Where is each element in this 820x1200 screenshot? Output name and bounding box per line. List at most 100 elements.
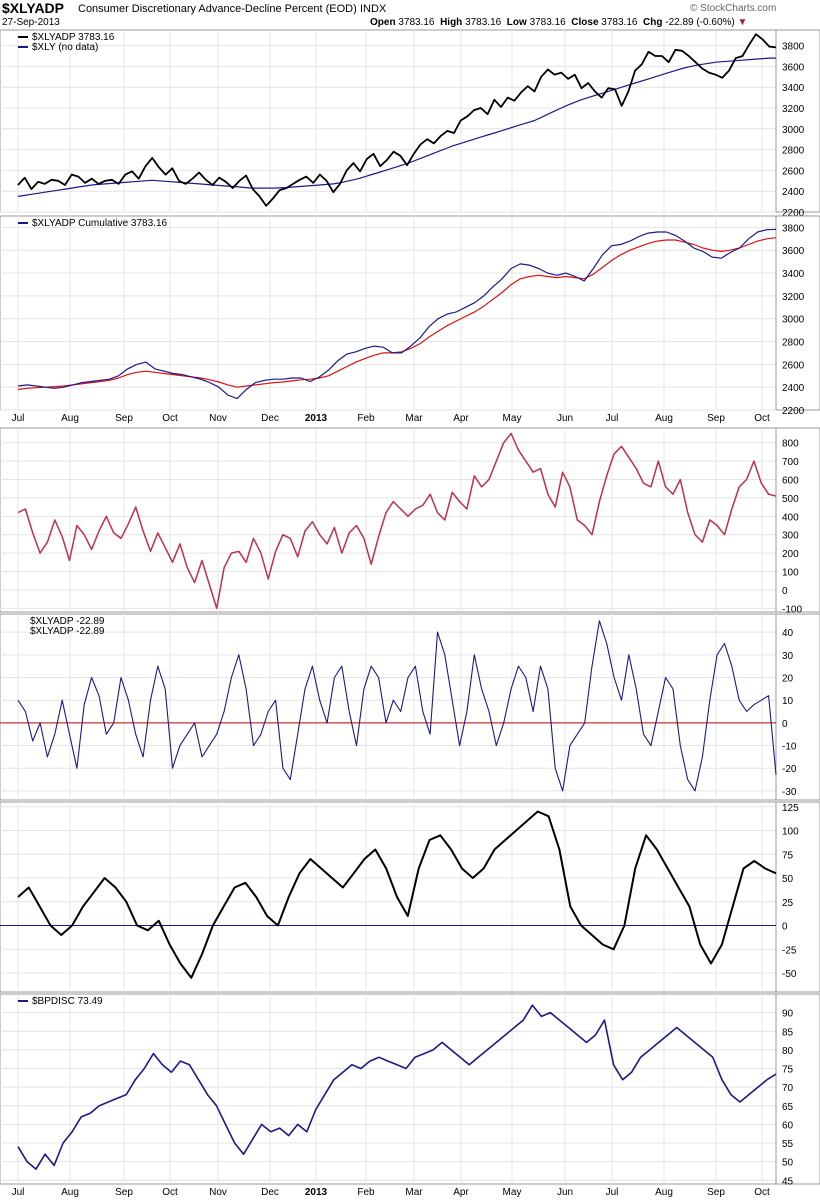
oscillator-panel-ytick: -10 xyxy=(782,742,797,753)
breadth-panel-frame xyxy=(0,993,820,1185)
brand-watermark: © StockCharts.com xyxy=(690,3,777,14)
cumulative-panel-ytick: 2200 xyxy=(782,406,805,417)
cumulative-panel-legend-label: $XLYADP Cumulative 3783.16 xyxy=(32,218,168,229)
breadth-panel-xlabel: Jun xyxy=(557,1187,573,1198)
roc-panel-ytick: 0 xyxy=(782,586,788,597)
oscillator-panel-ytick: -30 xyxy=(782,787,797,798)
chart-date: 27-Sep-2013 xyxy=(2,17,60,28)
roc-panel-ytick: 100 xyxy=(782,568,799,579)
cumulative-panel-ytick: 2600 xyxy=(782,360,805,371)
roc-line xyxy=(17,432,777,610)
breadth-panel-xlabel: Aug xyxy=(61,1187,79,1198)
cumulative-panel-ytick: 3400 xyxy=(782,269,805,280)
price-ma-line xyxy=(17,57,776,197)
cumulative-line xyxy=(17,228,777,400)
cumulative-panel-xlabel: Aug xyxy=(655,413,673,424)
macd-panel-ytick: -25 xyxy=(782,945,797,956)
breadth-panel-ytick: 75 xyxy=(782,1065,794,1076)
cumulative-panel-xlabel: Oct xyxy=(162,413,178,424)
cumulative-panel-ytick: 2800 xyxy=(782,338,805,349)
breadth-panel-ytick: 90 xyxy=(782,1009,794,1020)
price-panel-ytick: 2400 xyxy=(782,187,805,198)
breadth-panel-ytick: 85 xyxy=(782,1027,794,1038)
price-panel-frame xyxy=(0,29,820,213)
breadth-panel-ytick: 60 xyxy=(782,1120,794,1131)
cumulative-panel-xlabel: Oct xyxy=(754,413,770,424)
breadth-panel-xlabel: May xyxy=(503,1187,522,1198)
macd-panel-ytick: -50 xyxy=(782,969,797,980)
price-panel-ytick: 2200 xyxy=(782,208,805,219)
chg-label: Chg xyxy=(643,17,663,28)
high-value: 3783.16 xyxy=(465,17,502,28)
roc-panel-ytick: 500 xyxy=(782,494,799,505)
macd-panel-ytick: 50 xyxy=(782,874,794,885)
breadth-panel-legend-label: $BPDISC 73.49 xyxy=(32,996,103,1007)
macd-panel-ytick: 0 xyxy=(782,922,788,933)
symbol-title: $XLYADP xyxy=(2,0,65,16)
breadth-panel-xlabel: Apr xyxy=(453,1187,469,1198)
cumulative-panel-xlabel: Feb xyxy=(357,413,375,424)
down-arrow-icon: ▼ xyxy=(737,17,748,28)
cumulative-panel-frame xyxy=(0,215,820,411)
cumulative-panel-xlabel: Jul xyxy=(12,413,25,424)
open-label: Open xyxy=(370,17,396,28)
roc-panel-ytick: 800 xyxy=(782,439,799,450)
breadth-panel-xlabel: Jul xyxy=(606,1187,619,1198)
breadth-panel-xlabel: 2013 xyxy=(305,1187,328,1198)
oscillator-panel-ytick: 0 xyxy=(782,719,788,730)
oscillator-panel-ytick: 10 xyxy=(782,696,794,707)
exchange-label: INDX xyxy=(360,3,387,15)
roc-panel-ytick: 200 xyxy=(782,549,799,560)
low-value: 3783.16 xyxy=(529,17,566,28)
breadth-panel-ytick: 50 xyxy=(782,1158,794,1169)
price-panel-ytick: 3400 xyxy=(782,83,805,94)
price-panel-ytick: 2800 xyxy=(782,146,805,157)
breadth-panel-xlabel: Feb xyxy=(357,1187,375,1198)
cumulative-panel-xlabel: Sep xyxy=(115,413,133,424)
breadth-panel-xlabel: Jul xyxy=(12,1187,25,1198)
macd-panel-ytick: 125 xyxy=(782,803,799,814)
oscillator-panel-ytick: 40 xyxy=(782,628,794,639)
cumulative-panel-ytick: 3600 xyxy=(782,246,805,257)
price-panel-ytick: 3200 xyxy=(782,104,805,115)
roc-panel-ytick: 700 xyxy=(782,457,799,468)
close-label: Close xyxy=(571,17,599,28)
series-name: Consumer Discretionary Advance-Decline P… xyxy=(78,3,357,15)
low-label: Low xyxy=(506,17,527,28)
chg-value: -22.89 (-0.60%) xyxy=(665,17,735,28)
oscillator-line xyxy=(17,620,777,792)
roc-panel-ytick: 600 xyxy=(782,476,799,487)
breadth-panel-xlabel: Aug xyxy=(655,1187,673,1198)
open-value: 3783.16 xyxy=(398,17,435,28)
price-panel-ytick: 3600 xyxy=(782,62,805,73)
breadth-panel-xlabel: Oct xyxy=(754,1187,770,1198)
breadth-panel-xlabel: Dec xyxy=(261,1187,279,1198)
price-panel-legend-label: $XLY (no data) xyxy=(32,42,98,53)
breadth-panel-xlabel: Nov xyxy=(209,1187,227,1198)
cumulative-panel-xlabel: Sep xyxy=(707,413,725,424)
breadth-panel-xlabel: Oct xyxy=(162,1187,178,1198)
breadth-line xyxy=(17,1004,777,1170)
breadth-panel-ytick: 80 xyxy=(782,1046,794,1057)
breadth-panel-ytick: 55 xyxy=(782,1139,794,1150)
macd-panel-ytick: 75 xyxy=(782,850,794,861)
cumulative-panel-ytick: 3000 xyxy=(782,315,805,326)
breadth-panel-xlabel: Sep xyxy=(115,1187,133,1198)
oscillator-panel-frame xyxy=(0,613,820,801)
breadth-panel-ytick: 65 xyxy=(782,1102,794,1113)
oscillator-legend-label: $XLYADP -22.89 xyxy=(30,626,105,637)
macd-panel-ytick: 100 xyxy=(782,827,799,838)
close-value: 3783.16 xyxy=(601,17,638,28)
macd-line xyxy=(17,810,777,979)
breadth-panel-xlabel: Sep xyxy=(707,1187,725,1198)
cumulative-panel-xlabel: Dec xyxy=(261,413,279,424)
breadth-panel-ytick: 70 xyxy=(782,1083,794,1094)
ohlc-bar: Open 3783.16 High 3783.16 Low 3783.16 Cl… xyxy=(370,17,747,28)
oscillator-legend-label: $XLYADP -22.89 xyxy=(30,616,105,627)
price-panel-ytick: 3800 xyxy=(782,42,805,53)
cumulative-panel-ytick: 3800 xyxy=(782,223,805,234)
price-panel-ytick: 3000 xyxy=(782,125,805,136)
oscillator-panel-ytick: 30 xyxy=(782,651,794,662)
cumulative-panel-xlabel: Jul xyxy=(606,413,619,424)
